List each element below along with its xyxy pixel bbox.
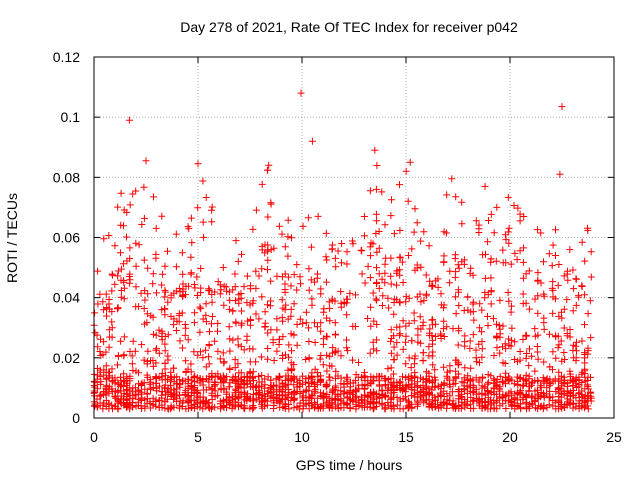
y-tick-label: 0 — [72, 410, 80, 426]
x-tick-label: 20 — [502, 429, 518, 445]
y-tick-label: 0.04 — [53, 290, 80, 306]
y-tick-label: 0.12 — [53, 49, 80, 65]
axis-ticks: 0 5 10 15 20 25 0 0.02 0.04 0.06 0.08 0.1 0.12 — [53, 49, 622, 445]
data-points — [90, 89, 595, 413]
x-axis-label: GPS time / hours — [296, 457, 403, 473]
x-tick-label: 15 — [398, 429, 414, 445]
x-tick-label: 0 — [90, 429, 98, 445]
x-tick-label: 5 — [194, 429, 202, 445]
roti-markers — [90, 89, 595, 413]
x-tick-label: 10 — [294, 429, 310, 445]
y-tick-label: 0.08 — [53, 169, 80, 185]
x-tick-label: 25 — [606, 429, 622, 445]
y-tick-label: 0.06 — [53, 230, 80, 246]
grid — [94, 57, 614, 418]
y-tick-label: 0.1 — [61, 109, 81, 125]
y-axis-label: ROTI / TECUs — [4, 193, 20, 283]
y-tick-label: 0.02 — [53, 350, 80, 366]
chart-title: Day 278 of 2021, Rate Of TEC Index for r… — [180, 19, 518, 35]
